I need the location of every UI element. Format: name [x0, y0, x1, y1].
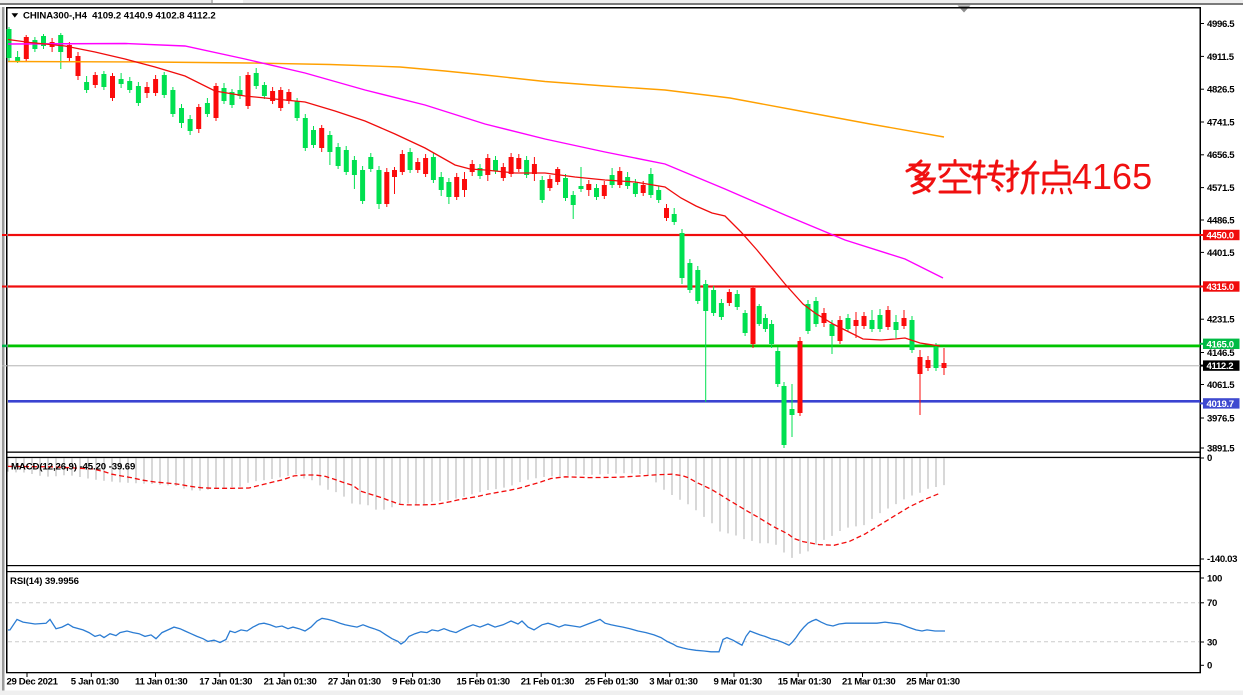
svg-text:MACD(12,26,9) -45.20 -39.69: MACD(12,26,9) -45.20 -39.69: [11, 462, 135, 473]
svg-text:4911.5: 4911.5: [1207, 52, 1235, 63]
svg-text:4019.7: 4019.7: [1207, 399, 1234, 410]
svg-text:4112.2: 4112.2: [1207, 361, 1234, 372]
svg-text:4656.5: 4656.5: [1207, 150, 1235, 161]
svg-text:25 Mar 01:30: 25 Mar 01:30: [906, 677, 959, 688]
svg-text:100: 100: [1207, 573, 1222, 584]
svg-text:RSI(14) 39.9956: RSI(14) 39.9956: [10, 576, 79, 587]
svg-text:27 Jan 01:30: 27 Jan 01:30: [328, 677, 381, 688]
svg-text:29 Dec 2021: 29 Dec 2021: [7, 677, 59, 688]
svg-text:4061.5: 4061.5: [1207, 380, 1235, 391]
svg-text:4571.5: 4571.5: [1207, 183, 1235, 194]
svg-text:3 Mar 01:30: 3 Mar 01:30: [649, 677, 697, 688]
svg-text:4165: 4165: [1072, 156, 1152, 197]
svg-text:15 Feb 01:30: 15 Feb 01:30: [456, 677, 509, 688]
svg-text:4165.0: 4165.0: [1207, 339, 1234, 350]
svg-text:0: 0: [1207, 661, 1212, 672]
svg-text:0: 0: [1207, 453, 1212, 464]
svg-text:30: 30: [1207, 637, 1217, 648]
svg-text:17 Jan 01:30: 17 Jan 01:30: [199, 677, 252, 688]
svg-text:4315.0: 4315.0: [1207, 282, 1234, 293]
svg-text:-140.03: -140.03: [1207, 554, 1237, 565]
svg-text:25 Feb 01:30: 25 Feb 01:30: [585, 677, 638, 688]
svg-text:70: 70: [1207, 598, 1217, 609]
svg-text:9 Feb 01:30: 9 Feb 01:30: [392, 677, 440, 688]
svg-text:4996.5: 4996.5: [1207, 19, 1235, 30]
svg-text:4486.5: 4486.5: [1207, 215, 1235, 226]
svg-text:4401.5: 4401.5: [1207, 248, 1235, 259]
svg-text:9 Mar 01:30: 9 Mar 01:30: [714, 677, 762, 688]
svg-text:21 Mar 01:30: 21 Mar 01:30: [842, 677, 895, 688]
svg-text:4450.0: 4450.0: [1207, 231, 1234, 242]
svg-text:3891.5: 3891.5: [1207, 443, 1235, 454]
svg-text:21 Feb 01:30: 21 Feb 01:30: [521, 677, 574, 688]
svg-text:11 Jan 01:30: 11 Jan 01:30: [135, 677, 187, 688]
svg-text:4146.5: 4146.5: [1207, 348, 1235, 359]
svg-text:4741.5: 4741.5: [1207, 117, 1235, 128]
svg-text:3976.5: 3976.5: [1207, 413, 1235, 424]
svg-text:5 Jan 01:30: 5 Jan 01:30: [71, 677, 119, 688]
svg-text:4231.5: 4231.5: [1207, 315, 1235, 326]
svg-text:21 Jan 01:30: 21 Jan 01:30: [264, 677, 317, 688]
svg-text:CHINA300-,H4 4109.2 4140.9 41: CHINA300-,H4 4109.2 4140.9 4102.8 4112.2: [23, 11, 216, 22]
svg-text:4826.5: 4826.5: [1207, 85, 1235, 96]
svg-text:15 Mar 01:30: 15 Mar 01:30: [778, 677, 831, 688]
